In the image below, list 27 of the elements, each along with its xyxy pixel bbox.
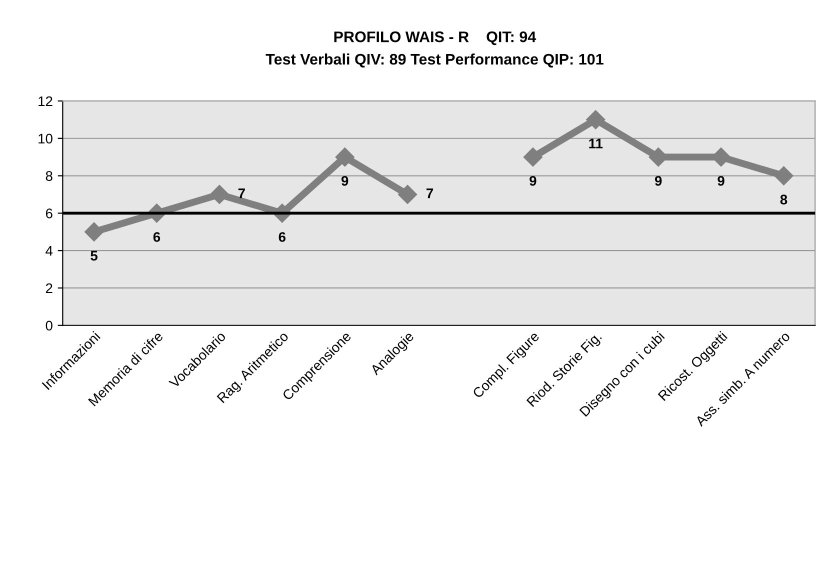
point [84, 222, 104, 242]
point [774, 166, 794, 186]
point [335, 148, 354, 167]
y-tick-label: 10 [38, 134, 52, 144]
y-tick-label: 12 [38, 96, 52, 106]
data-label: 7 [238, 188, 245, 198]
point [586, 110, 606, 130]
data-label: 9 [530, 176, 536, 186]
data-label: 5 [90, 250, 98, 261]
chart-title: PROFILO WAIS - R QIT: 94 [334, 31, 536, 46]
data-label: 8 [780, 194, 788, 205]
data-label: 6 [278, 232, 286, 242]
y-tick-label: 0 [46, 320, 52, 331]
chart-subtitle: Test Verbali QIV: 89 Test Performance QIP: 101 [266, 53, 604, 68]
data-label: 9 [718, 176, 724, 186]
data-label: 11 [589, 138, 603, 148]
point [398, 184, 418, 204]
y-tick-label: 4 [46, 246, 53, 256]
data-label: 6 [153, 232, 160, 242]
y-tick-label: 2 [46, 283, 52, 294]
y-tick-label: 6 [46, 208, 52, 218]
point [210, 184, 229, 204]
point [523, 148, 542, 167]
data-label: 9 [341, 176, 348, 186]
data-label: 7 [426, 188, 434, 198]
data-label: 9 [654, 176, 662, 186]
y-tick-label: 8 [46, 171, 52, 181]
